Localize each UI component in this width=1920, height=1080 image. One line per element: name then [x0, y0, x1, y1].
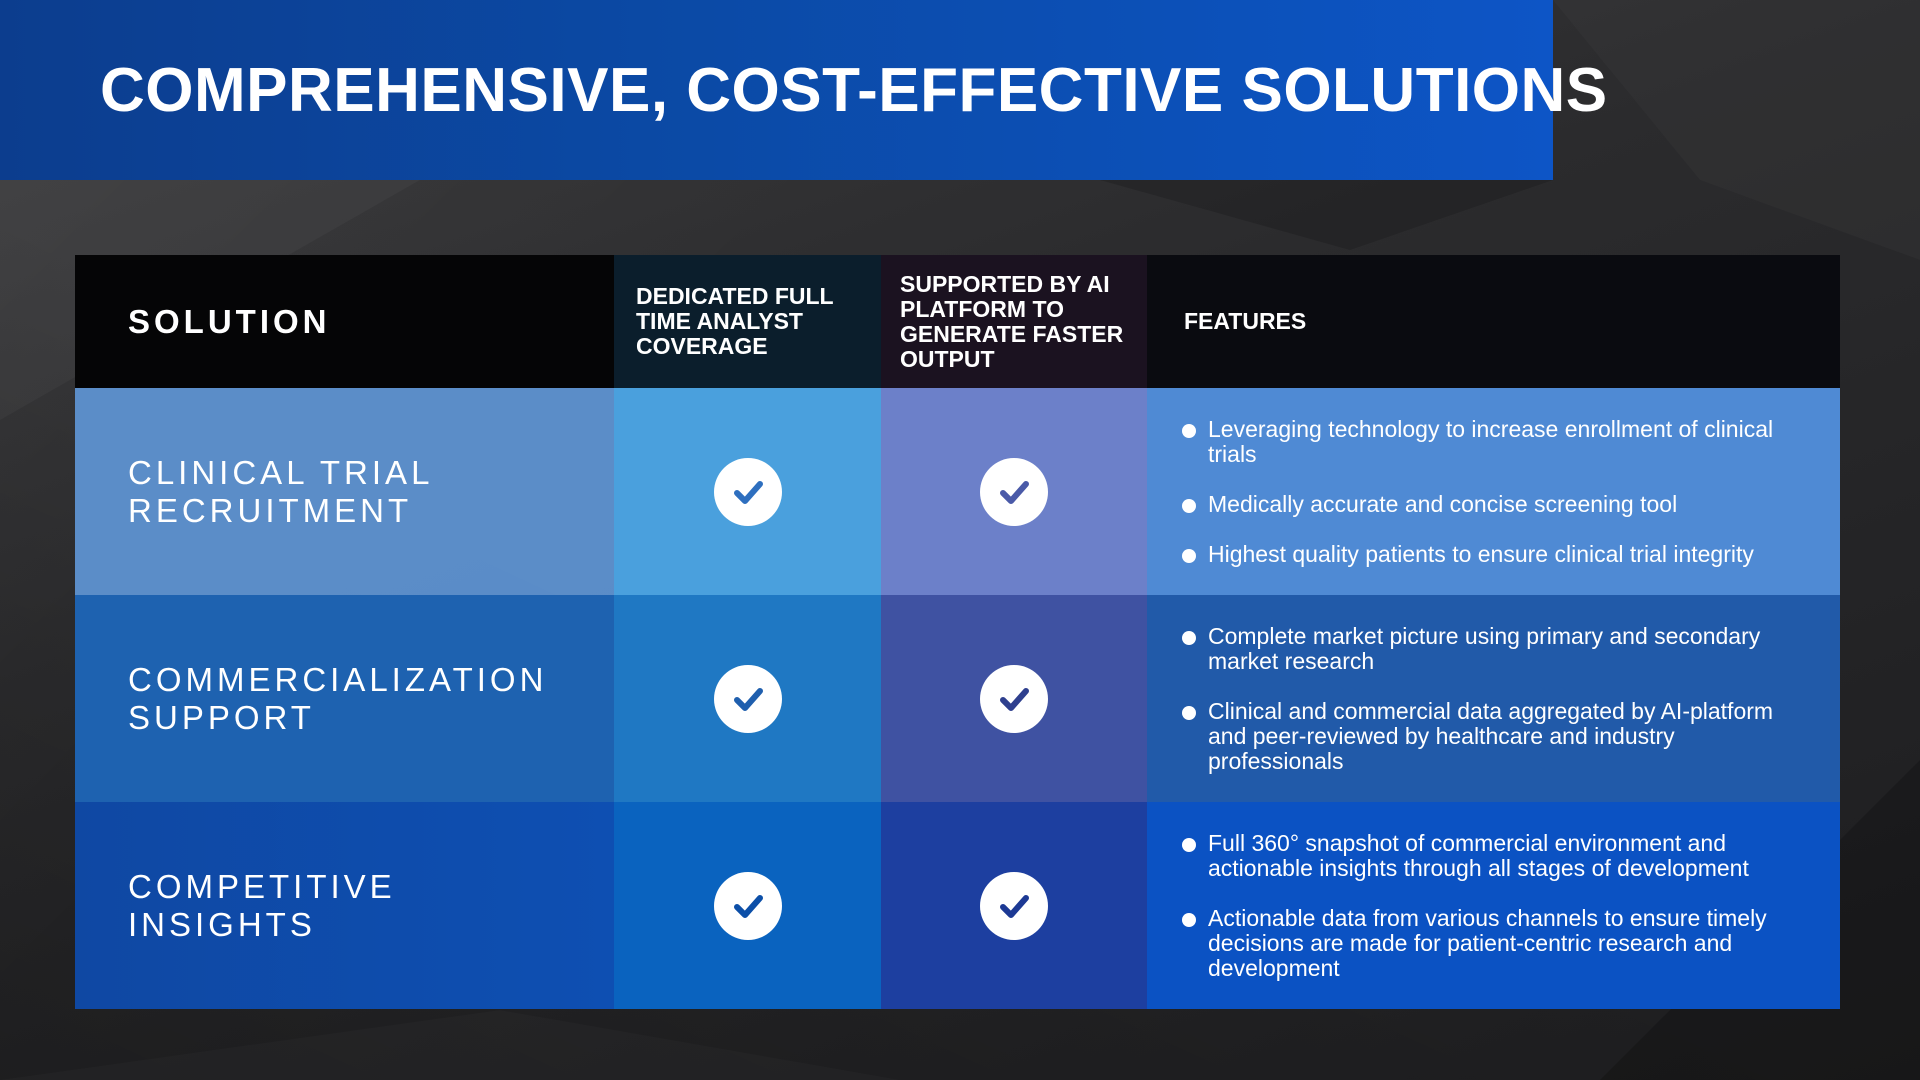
row-solution: COMPETITIVE INSIGHTS [75, 802, 614, 1009]
row-supported-cell [881, 802, 1147, 1009]
check-icon [713, 457, 782, 526]
header-features: FEATURES [1147, 255, 1840, 388]
solution-label: COMPETITIVE INSIGHTS [128, 867, 396, 943]
feature-item: Medically accurate and concise screening… [1182, 490, 1800, 517]
bullet-icon [1182, 423, 1196, 438]
row-features: Complete market picture using primary an… [1147, 595, 1840, 802]
row-supported-cell [881, 595, 1147, 802]
solution-label: COMMERCIALIZATION SUPPORT [128, 660, 548, 736]
solution-label: CLINICAL TRIAL RECRUITMENT [128, 453, 433, 529]
check-icon [980, 871, 1048, 940]
check-icon [713, 871, 782, 940]
page-title: COMPREHENSIVE, COST-EFFECTIVE SOLUTIONS [100, 55, 1608, 125]
row-solution: COMMERCIALIZATION SUPPORT [75, 595, 614, 802]
header-dedicated-label: DEDICATED FULL TIME ANALYST COVERAGE [636, 283, 834, 359]
feature-text: Actionable data from various channels to… [1208, 904, 1767, 981]
check-icon [980, 664, 1048, 733]
row-dedicated-cell [614, 388, 881, 595]
bullet-icon [1182, 498, 1196, 513]
feature-item: Highest quality patients to ensure clini… [1182, 540, 1800, 567]
bullet-icon [1182, 912, 1196, 927]
bullet-icon [1182, 837, 1196, 852]
solutions-table: SOLUTION DEDICATED FULL TIME ANALYST COV… [75, 255, 1840, 1009]
feature-text: Complete market picture using primary an… [1208, 622, 1761, 674]
feature-text: Leveraging technology to increase enroll… [1208, 415, 1774, 467]
check-icon [713, 664, 782, 733]
feature-text: Full 360° snapshot of commercial environ… [1208, 829, 1749, 881]
feature-text: Highest quality patients to ensure clini… [1208, 540, 1754, 567]
feature-list: Complete market picture using primary an… [1182, 622, 1800, 774]
row-dedicated-cell [614, 595, 881, 802]
feature-text: Medically accurate and concise screening… [1208, 490, 1678, 517]
feature-item: Full 360° snapshot of commercial environ… [1182, 829, 1800, 881]
feature-item: Complete market picture using primary an… [1182, 622, 1800, 674]
feature-list: Full 360° snapshot of commercial environ… [1182, 829, 1800, 981]
feature-item: Clinical and commercial data aggregated … [1182, 697, 1800, 774]
bullet-icon [1182, 548, 1196, 563]
bullet-icon [1182, 705, 1196, 720]
row-solution: CLINICAL TRIAL RECRUITMENT [75, 388, 614, 595]
feature-item: Actionable data from various channels to… [1182, 904, 1800, 981]
title-banner: COMPREHENSIVE, COST-EFFECTIVE SOLUTIONS [0, 0, 1607, 180]
check-icon [980, 457, 1048, 526]
header-solution-label: SOLUTION [128, 302, 331, 340]
feature-item: Leveraging technology to increase enroll… [1182, 415, 1800, 467]
row-features: Full 360° snapshot of commercial environ… [1147, 802, 1840, 1009]
header-dedicated: DEDICATED FULL TIME ANALYST COVERAGE [614, 255, 881, 388]
header-features-label: FEATURES [1184, 308, 1307, 334]
header-solution: SOLUTION [75, 255, 614, 388]
header-supported-label: SUPPORTED BY AI PLATFORM TO GENERATE FAS… [900, 270, 1124, 372]
feature-text: Clinical and commercial data aggregated … [1208, 697, 1774, 774]
bullet-icon [1182, 630, 1196, 645]
row-dedicated-cell [614, 802, 881, 1009]
row-supported-cell [881, 388, 1147, 595]
row-features: Leveraging technology to increase enroll… [1147, 388, 1840, 595]
header-supported: SUPPORTED BY AI PLATFORM TO GENERATE FAS… [881, 255, 1147, 388]
feature-list: Leveraging technology to increase enroll… [1182, 415, 1800, 567]
